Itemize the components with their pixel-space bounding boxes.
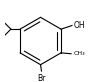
Text: OH: OH: [74, 21, 85, 30]
Text: CH₃: CH₃: [74, 51, 85, 56]
Text: Br: Br: [37, 74, 46, 82]
